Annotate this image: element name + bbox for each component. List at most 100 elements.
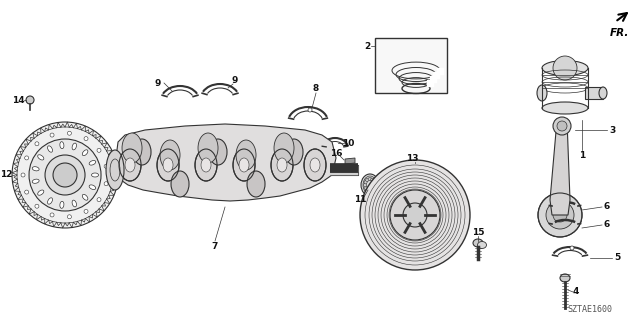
Ellipse shape — [160, 140, 180, 170]
Ellipse shape — [247, 171, 265, 197]
Circle shape — [29, 139, 101, 211]
Circle shape — [50, 213, 54, 217]
Ellipse shape — [233, 149, 255, 181]
Circle shape — [53, 163, 77, 187]
Ellipse shape — [125, 158, 135, 172]
Circle shape — [45, 155, 85, 195]
Ellipse shape — [163, 158, 173, 172]
Ellipse shape — [119, 149, 141, 181]
Ellipse shape — [122, 133, 142, 163]
Ellipse shape — [83, 150, 88, 156]
Ellipse shape — [106, 150, 124, 190]
Circle shape — [570, 246, 574, 250]
Text: 13: 13 — [406, 154, 419, 163]
Text: 5: 5 — [614, 253, 620, 262]
Ellipse shape — [38, 155, 44, 160]
Text: 9: 9 — [155, 78, 161, 87]
Ellipse shape — [92, 173, 99, 177]
Ellipse shape — [171, 171, 189, 197]
Polygon shape — [345, 158, 355, 164]
Text: 12: 12 — [0, 171, 12, 180]
Ellipse shape — [271, 149, 293, 181]
Ellipse shape — [277, 158, 287, 172]
Ellipse shape — [83, 194, 88, 200]
Ellipse shape — [304, 149, 326, 181]
Circle shape — [553, 117, 571, 135]
Text: SZTAE1600: SZTAE1600 — [568, 306, 612, 315]
Circle shape — [84, 209, 88, 213]
Ellipse shape — [133, 139, 151, 165]
Polygon shape — [406, 205, 424, 225]
Ellipse shape — [32, 179, 39, 183]
Ellipse shape — [599, 87, 607, 99]
Ellipse shape — [89, 161, 96, 165]
Text: 15: 15 — [472, 228, 484, 237]
Ellipse shape — [477, 242, 486, 249]
Text: 6: 6 — [604, 220, 610, 229]
Ellipse shape — [361, 174, 379, 196]
Circle shape — [104, 164, 108, 168]
Ellipse shape — [364, 186, 367, 190]
Ellipse shape — [365, 188, 369, 192]
Circle shape — [84, 137, 88, 140]
Text: 11: 11 — [354, 196, 366, 204]
Ellipse shape — [209, 139, 227, 165]
Ellipse shape — [542, 60, 588, 76]
Ellipse shape — [372, 186, 376, 190]
Circle shape — [12, 122, 118, 228]
Circle shape — [557, 121, 567, 131]
Ellipse shape — [72, 200, 77, 207]
Circle shape — [553, 208, 567, 222]
Ellipse shape — [364, 180, 367, 184]
Ellipse shape — [368, 189, 372, 193]
Text: 10: 10 — [342, 139, 354, 148]
Ellipse shape — [368, 178, 372, 180]
Circle shape — [35, 142, 39, 146]
Ellipse shape — [285, 139, 303, 165]
Ellipse shape — [310, 158, 320, 172]
Ellipse shape — [195, 149, 217, 181]
Ellipse shape — [38, 190, 44, 195]
Ellipse shape — [372, 180, 376, 184]
Ellipse shape — [560, 274, 570, 282]
Ellipse shape — [89, 185, 96, 189]
Ellipse shape — [236, 140, 256, 170]
Text: 4: 4 — [573, 287, 579, 297]
Bar — [375, 38, 447, 93]
Ellipse shape — [371, 178, 374, 181]
Circle shape — [67, 215, 72, 219]
Circle shape — [538, 193, 582, 237]
Circle shape — [50, 133, 54, 137]
Ellipse shape — [374, 183, 376, 187]
Circle shape — [35, 204, 39, 208]
Ellipse shape — [60, 142, 64, 149]
Circle shape — [104, 182, 108, 186]
Text: 2: 2 — [364, 42, 370, 51]
Circle shape — [553, 56, 577, 80]
Circle shape — [403, 203, 427, 227]
Ellipse shape — [274, 133, 294, 163]
Circle shape — [308, 108, 312, 112]
Text: 8: 8 — [313, 84, 319, 92]
Circle shape — [21, 173, 25, 177]
Circle shape — [546, 201, 574, 229]
Text: 14: 14 — [12, 95, 24, 105]
Ellipse shape — [60, 201, 64, 208]
Circle shape — [97, 198, 101, 202]
Ellipse shape — [157, 149, 179, 181]
Circle shape — [360, 160, 470, 270]
Circle shape — [67, 131, 72, 135]
Ellipse shape — [473, 239, 483, 247]
Text: 3: 3 — [609, 125, 615, 134]
Ellipse shape — [239, 158, 249, 172]
Ellipse shape — [365, 178, 369, 181]
Polygon shape — [115, 124, 336, 201]
Circle shape — [390, 190, 440, 240]
Ellipse shape — [201, 158, 211, 172]
Text: 16: 16 — [330, 148, 342, 157]
Text: FR.: FR. — [610, 28, 629, 38]
Text: 6: 6 — [604, 203, 610, 212]
Ellipse shape — [364, 183, 367, 187]
Text: 9: 9 — [232, 76, 238, 84]
Ellipse shape — [32, 167, 39, 171]
